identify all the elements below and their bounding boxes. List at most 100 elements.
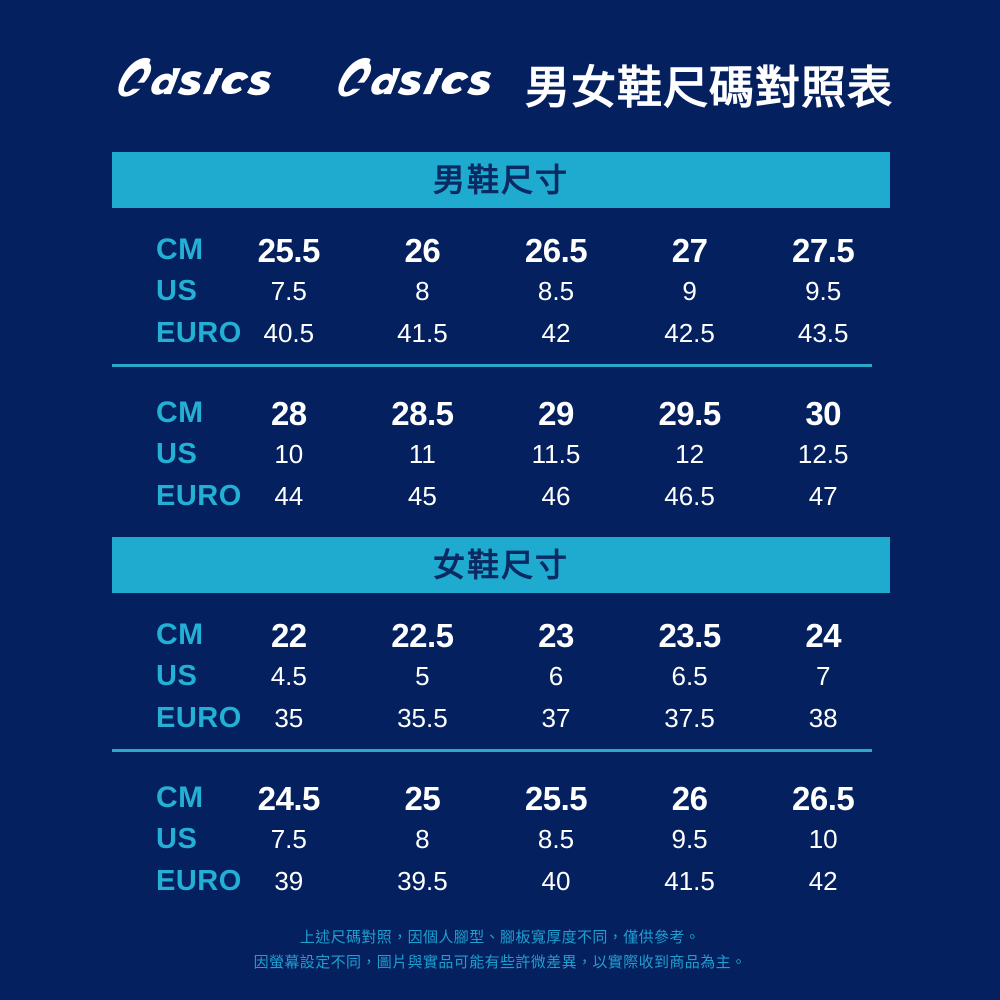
table-row: US 10 11 11.5 12 12.5	[112, 433, 890, 475]
cell-value: 42	[541, 318, 571, 348]
row-label-euro: EURO	[156, 864, 242, 897]
row-label-us: US	[156, 274, 198, 307]
row-label-us: US	[156, 659, 198, 692]
cell-value: 24	[805, 616, 842, 654]
cell-value: 9.5	[805, 276, 842, 306]
cell-value: 9.5	[671, 824, 708, 854]
cell-value: 41.5	[397, 318, 448, 348]
section-title-men: 男鞋尺寸	[432, 161, 569, 199]
cell-value: 37	[541, 703, 571, 733]
cell-value: 38	[808, 703, 838, 733]
logo-group	[112, 54, 523, 100]
cell-value: 8	[415, 276, 430, 306]
table-row: US 4.5 5 6 6.5 7	[112, 655, 890, 697]
cell-value: 27.5	[792, 231, 855, 269]
cell-value: 37.5	[664, 703, 715, 733]
row-values: 7.5 8 8.5 9 9.5	[222, 278, 890, 304]
cell-value: 26.5	[524, 231, 588, 269]
footer-line-2: 因螢幕設定不同，圖片與實品可能有些許微差異，以實際收到商品為主。	[253, 953, 747, 971]
size-block-men-1: CM 25.5 26 26.5 27 27.5 US 7.5 8 8.5 9 9…	[112, 208, 890, 377]
row-label-euro: EURO	[156, 479, 242, 512]
row-values: 28 28.5 29 29.5 30	[222, 397, 890, 430]
cell-value: 46	[541, 481, 571, 511]
cell-value: 9	[682, 276, 697, 306]
block-divider	[112, 749, 872, 752]
table-row: CM 28 28.5 29 29.5 30	[112, 393, 890, 433]
row-values: 4.5 5 6 6.5 7	[222, 663, 890, 689]
cell-value: 26.5	[792, 779, 855, 817]
cell-value: 44	[274, 481, 304, 511]
table-row: CM 22 22.5 23 23.5 24	[112, 615, 890, 655]
cell-value: 28	[270, 394, 307, 432]
cell-value: 45	[407, 481, 437, 511]
cell-value: 4.5	[270, 661, 307, 691]
cell-value: 41.5	[664, 866, 715, 896]
section-header-bar-women: 女鞋尺寸	[112, 537, 890, 593]
section-women: 女鞋尺寸 CM 22 22.5 23 23.5 24 US 4.5 5 6	[112, 537, 890, 912]
cell-value: 7.5	[270, 276, 307, 306]
cell-value: 22	[270, 616, 307, 654]
cell-value: 35.5	[397, 703, 448, 733]
row-label-cm: CM	[156, 781, 204, 814]
row-values: 10 11 11.5 12 12.5	[222, 441, 890, 467]
size-block-women-2: CM 24.5 25 25.5 26 26.5 US 7.5 8 8.5 9.5…	[112, 762, 890, 912]
row-label-euro: EURO	[156, 316, 242, 349]
row-values: 40.5 41.5 42 42.5 43.5	[222, 320, 890, 346]
cell-value: 8	[415, 824, 430, 854]
page-title: 男女鞋尺碼對照表	[525, 60, 894, 114]
cell-value: 8.5	[537, 276, 575, 306]
section-header-bar-men: 男鞋尺寸	[112, 152, 890, 208]
cell-value: 40.5	[263, 318, 315, 348]
cell-value: 25.5	[524, 779, 588, 817]
page-header: 男女鞋尺碼對照表	[0, 48, 1000, 118]
cell-value: 30	[805, 394, 842, 432]
cell-value: 46.5	[664, 481, 715, 511]
cell-value: 42.5	[664, 318, 715, 348]
row-values: 39 39.5 40 41.5 42	[222, 868, 890, 894]
row-values: 22 22.5 23 23.5 24	[222, 619, 890, 652]
table-row: CM 25.5 26 26.5 27 27.5	[112, 230, 890, 270]
cell-value: 12	[675, 439, 705, 469]
row-values: 44 45 46 46.5 47	[222, 483, 890, 509]
cell-value: 26	[671, 779, 708, 817]
table-row: EURO 40.5 41.5 42 42.5 43.5	[112, 312, 890, 354]
cell-value: 25	[404, 779, 441, 817]
table-row: US 7.5 8 8.5 9.5 10	[112, 818, 890, 860]
row-label-cm: CM	[156, 233, 204, 266]
row-values: 35 35.5 37 37.5 38	[222, 705, 890, 731]
cell-value: 22.5	[391, 616, 454, 654]
block-divider	[112, 364, 872, 367]
cell-value: 7	[815, 661, 831, 691]
cell-value: 29	[538, 394, 574, 432]
cell-value: 23	[538, 616, 574, 654]
cell-value: 12.5	[797, 439, 849, 469]
cell-value: 40	[541, 866, 571, 896]
table-row: CM 24.5 25 25.5 26 26.5	[112, 778, 890, 818]
asics-logo-icon	[112, 54, 304, 100]
cell-value: 26	[404, 231, 441, 269]
section-men: 男鞋尺寸 CM 25.5 26 26.5 27 27.5 US 7.5 8 8.…	[112, 152, 890, 527]
footer-line-1: 上述尺碼對照，因個人腳型、腳板寬厚度不同，僅供參考。	[299, 928, 701, 946]
cell-value: 28.5	[391, 394, 454, 432]
cell-value: 24.5	[257, 779, 321, 817]
row-values: 25.5 26 26.5 27 27.5	[222, 234, 890, 267]
cell-value: 29.5	[658, 394, 721, 432]
table-row: EURO 44 45 46 46.5 47	[112, 475, 890, 517]
cell-value: 27	[671, 231, 708, 269]
asics-logo-secondary-icon	[332, 54, 524, 100]
footer-disclaimer: 上述尺碼對照，因個人腳型、腳板寬厚度不同，僅供參考。 因螢幕設定不同，圖片與實品…	[0, 925, 1000, 975]
row-label-cm: CM	[156, 396, 204, 429]
cell-value: 8.5	[537, 824, 575, 854]
size-block-men-2: CM 28 28.5 29 29.5 30 US 10 11 11.5 12 1…	[112, 377, 890, 527]
cell-value: 23.5	[658, 616, 721, 654]
row-label-cm: CM	[156, 618, 204, 651]
cell-value: 10	[808, 824, 838, 854]
row-values: 24.5 25 25.5 26 26.5	[222, 782, 890, 815]
cell-value: 11.5	[531, 439, 581, 469]
cell-value: 47	[808, 481, 838, 511]
cell-value: 39	[274, 866, 304, 896]
size-block-women-1: CM 22 22.5 23 23.5 24 US 4.5 5 6 6.5 7	[112, 593, 890, 762]
cell-value: 11	[408, 439, 436, 469]
section-title-women: 女鞋尺寸	[432, 546, 569, 584]
